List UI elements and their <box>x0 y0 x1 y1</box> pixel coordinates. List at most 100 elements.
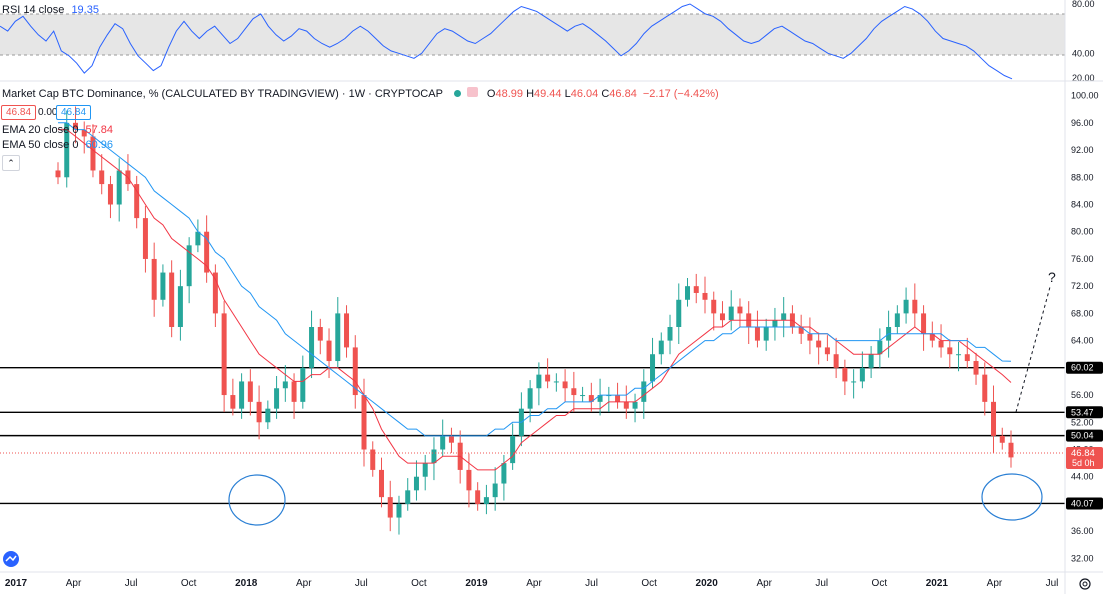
settings-gear-icon[interactable] <box>1079 578 1091 590</box>
price-tick-label: 32.00 <box>1071 553 1094 563</box>
time-tick-label: Jul <box>585 578 598 589</box>
rsi-axis: 80.00 40.00 20.00 <box>1072 0 1095 83</box>
candle-body <box>781 313 787 321</box>
time-tick-label: Apr <box>66 578 82 589</box>
candle-body <box>387 497 393 518</box>
price-tick-label: 72.00 <box>1071 281 1094 291</box>
candle-body <box>107 184 113 205</box>
candle-body <box>947 347 953 355</box>
time-tick-label: Oct <box>411 578 427 589</box>
rsi-tick-label: 40.00 <box>1072 48 1095 58</box>
candle-body <box>737 306 743 314</box>
candle-body <box>816 340 822 348</box>
candle-body <box>352 347 358 396</box>
candle-body <box>99 170 105 185</box>
ema20-line <box>58 129 1012 471</box>
candle-body <box>317 327 323 341</box>
candle-body <box>90 136 96 171</box>
candle-body <box>527 388 533 409</box>
time-tick-label: Jul <box>125 578 138 589</box>
candle-body <box>597 395 603 402</box>
chevron-up-icon: ⌃ <box>7 158 15 168</box>
candle-body <box>501 463 507 484</box>
candle-body <box>912 299 918 314</box>
candle-body <box>571 388 577 396</box>
candle-body <box>877 340 883 355</box>
time-tick-label: Jul <box>1046 578 1059 589</box>
time-tick-label: Apr <box>526 578 542 589</box>
ask-price-badge[interactable]: 46.84 <box>56 105 92 120</box>
candle-body <box>256 401 262 423</box>
price-tick-label: 96.00 <box>1071 118 1094 128</box>
candle-body <box>274 388 280 409</box>
candle-body <box>859 367 865 382</box>
candle-body <box>580 395 586 397</box>
candle-body <box>247 381 253 402</box>
candle-body <box>230 395 236 409</box>
candle-body <box>492 483 498 498</box>
time-tick-label: Apr <box>296 578 312 589</box>
bar-countdown-label: 5d 0h <box>1072 458 1095 468</box>
candle-body <box>702 292 708 300</box>
rsi-tick-label: 80.00 <box>1072 0 1095 9</box>
candle-body <box>553 381 559 383</box>
candle-body <box>562 381 568 389</box>
ohlc-open: 48.99 <box>495 88 523 100</box>
time-axis: 2017 Apr Jul Oct 2018 Apr Jul Oct 2019 Apr Jul Oct 2… <box>5 578 1059 589</box>
legend-collapse-toggle[interactable]: ⌃ <box>2 155 20 171</box>
candle-body <box>658 340 664 355</box>
candle-body <box>282 381 288 389</box>
tradingview-logo-icon[interactable] <box>3 551 19 567</box>
candle-body <box>641 381 647 402</box>
candle-body <box>719 313 725 321</box>
candle-body <box>475 490 481 504</box>
main-legend: Market Cap BTC Dominance, % (CALCULATED … <box>2 87 719 100</box>
price-tick-label: 100.00 <box>1071 91 1099 101</box>
price-tick-label: 36.00 <box>1071 526 1094 536</box>
rsi-legend: RSI 14 close 19.35 <box>2 4 99 16</box>
support-label: 60.02 <box>1071 363 1094 373</box>
time-tick-label: 2018 <box>235 578 258 589</box>
support-label-badge <box>1066 429 1103 442</box>
candle-body <box>833 354 839 368</box>
time-tick-label: Oct <box>181 578 197 589</box>
rsi-band <box>0 14 1065 55</box>
candle-body <box>361 395 367 450</box>
price-tick-label: 84.00 <box>1071 200 1094 210</box>
candle-body <box>413 476 419 491</box>
candle-body <box>344 313 350 348</box>
ema50-legend-value: 60.96 <box>85 139 114 151</box>
candle-body <box>667 327 673 341</box>
candle-body <box>798 327 804 334</box>
symbol-title[interactable]: Market Cap BTC Dominance, % (CALCULATED … <box>2 88 443 100</box>
candle-body <box>64 122 70 178</box>
candle-body <box>335 313 341 362</box>
candle-body <box>929 333 935 341</box>
rsi-legend-value: 19.35 <box>71 4 99 16</box>
compare-icon[interactable] <box>466 87 478 97</box>
time-tick-label: 2017 <box>5 578 28 589</box>
candle-body <box>510 435 516 464</box>
ema20-legend: EMA 20 close 0 57.84 <box>2 124 113 136</box>
ohlc-change: −2.17 (−4.42%) <box>642 88 719 100</box>
candle-body <box>265 408 271 423</box>
candle-body <box>615 395 621 402</box>
candle-body <box>309 327 315 368</box>
candle-body <box>326 340 332 362</box>
candle-body <box>842 367 848 382</box>
candle-body <box>483 497 489 504</box>
support-label: 53.47 <box>1071 407 1094 417</box>
candle-body <box>195 231 201 246</box>
bid-price-badge[interactable]: 46.84 <box>1 105 37 120</box>
candle-body <box>134 184 140 219</box>
time-tick-label: 2019 <box>465 578 488 589</box>
candle-body <box>711 299 717 314</box>
candles <box>55 106 1014 535</box>
time-tick-label: Apr <box>756 578 772 589</box>
candle-body <box>204 231 210 273</box>
support-lines: 60.02 53.47 50.04 40.07 <box>0 361 1103 510</box>
price-tick-label: 52.00 <box>1071 417 1094 427</box>
time-tick-label: 2020 <box>696 578 719 589</box>
support-label: 50.04 <box>1071 431 1094 441</box>
ema50-legend: EMA 50 close 0 60.96 <box>2 139 113 151</box>
